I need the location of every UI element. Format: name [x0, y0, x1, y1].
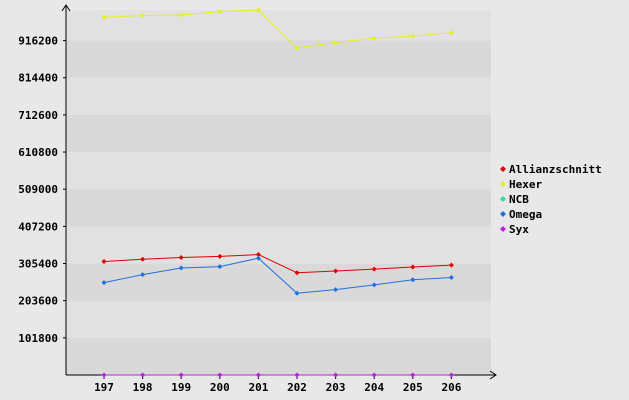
data-point-hexer	[140, 12, 146, 18]
legend-marker	[500, 226, 506, 232]
data-point-allianzschnitt	[178, 254, 184, 260]
legend: Allianzschnitt Hexer NCB Omega Syx	[500, 163, 602, 236]
data-point-omega	[294, 290, 300, 296]
data-point-allianzschnitt	[333, 268, 339, 274]
y-tick-label: 916200	[18, 35, 58, 48]
data-point-omega	[101, 280, 107, 286]
data-point-hexer	[448, 30, 454, 36]
legend-item-syx: Syx	[500, 223, 529, 236]
plot-background	[66, 10, 491, 375]
grid-band	[66, 263, 491, 301]
y-tick-label: 509000	[18, 183, 58, 196]
data-point-syx	[333, 372, 339, 378]
data-point-hexer	[178, 12, 184, 18]
series-line-omega	[103, 257, 452, 294]
data-point-omega	[448, 275, 454, 281]
x-tick-label: 203	[326, 381, 346, 394]
data-point-allianzschnitt	[448, 262, 454, 268]
data-point-hexer	[294, 45, 300, 51]
series-syx	[101, 372, 454, 378]
series-lines	[101, 7, 454, 378]
y-tick-label: 407200	[18, 220, 58, 233]
y-tick-label: 203600	[18, 295, 58, 308]
legend-item-ncb: NCB	[500, 193, 529, 206]
data-point-allianzschnitt	[101, 258, 107, 264]
y-tick-label: 814400	[18, 72, 58, 85]
data-point-syx	[371, 372, 377, 378]
data-point-omega	[333, 287, 339, 293]
data-point-syx	[178, 372, 184, 378]
data-point-allianzschnitt	[255, 252, 261, 258]
data-point-allianzschnitt	[410, 264, 416, 270]
legend-label: NCB	[509, 193, 529, 206]
x-tick-label: 199	[171, 381, 191, 394]
legend-label: Omega	[509, 208, 542, 221]
x-tick-label: 198	[133, 381, 153, 394]
series-line-allianzschnitt	[103, 254, 452, 274]
data-point-syx	[448, 372, 454, 378]
grid-band	[66, 40, 491, 78]
legend-marker	[500, 196, 506, 202]
grid-band	[66, 114, 491, 153]
axis-ticks: 101800 203600 305400 407200 509000 610800 7126…	[18, 35, 461, 394]
series-omega	[101, 255, 454, 296]
data-point-hexer	[371, 35, 377, 41]
x-tick-label: 204	[364, 381, 384, 394]
legend-item-hexer: Hexer	[500, 178, 542, 191]
y-tick-label: 101800	[18, 332, 58, 345]
data-point-hexer	[217, 8, 223, 14]
data-point-hexer	[255, 7, 261, 13]
data-point-syx	[217, 372, 223, 378]
y-tick-label: 712600	[18, 109, 58, 122]
data-point-syx	[294, 372, 300, 378]
x-tick-label: 202	[287, 381, 307, 394]
series-allianzschnitt	[101, 252, 454, 276]
data-point-allianzschnitt	[217, 253, 223, 259]
x-axis-arrow	[489, 370, 497, 380]
series-hexer	[101, 7, 454, 51]
data-point-syx	[255, 372, 261, 378]
data-point-hexer	[410, 33, 416, 39]
data-point-omega	[178, 265, 184, 271]
grid-band	[66, 337, 491, 375]
series-line-hexer	[103, 9, 452, 49]
data-point-syx	[140, 372, 146, 378]
grid-band	[66, 300, 491, 338]
y-axis-arrow	[61, 4, 71, 12]
grid-band	[66, 10, 491, 41]
data-point-omega	[217, 264, 223, 270]
legend-marker	[500, 166, 506, 172]
legend-label: Allianzschnitt	[509, 163, 602, 176]
data-point-omega	[140, 272, 146, 278]
data-point-omega	[371, 282, 377, 288]
x-tick-label: 200	[210, 381, 230, 394]
grid-band	[66, 226, 491, 264]
legend-item-omega: Omega	[500, 208, 542, 221]
x-tick-label: 205	[403, 381, 423, 394]
data-point-omega	[255, 255, 261, 261]
data-point-omega	[410, 277, 416, 283]
data-point-syx	[410, 372, 416, 378]
legend-label: Hexer	[509, 178, 542, 191]
y-tick-label: 610800	[18, 146, 58, 159]
legend-item-allianzschnitt: Allianzschnitt	[500, 163, 602, 176]
data-point-hexer	[101, 14, 107, 20]
data-point-allianzschnitt	[294, 270, 300, 276]
data-point-allianzschnitt	[140, 256, 146, 262]
x-tick-label: 197	[94, 381, 114, 394]
grid-band	[66, 77, 491, 115]
y-tick-label: 305400	[18, 258, 58, 271]
grid-band	[66, 189, 491, 227]
legend-marker	[500, 211, 506, 217]
legend-marker	[500, 181, 506, 187]
x-tick-label: 201	[248, 381, 268, 394]
data-point-hexer	[333, 39, 339, 45]
x-tick-label: 206	[441, 381, 461, 394]
data-point-syx	[101, 372, 107, 378]
grid-band	[66, 152, 491, 190]
data-point-allianzschnitt	[371, 266, 377, 272]
legend-label: Syx	[509, 223, 529, 236]
